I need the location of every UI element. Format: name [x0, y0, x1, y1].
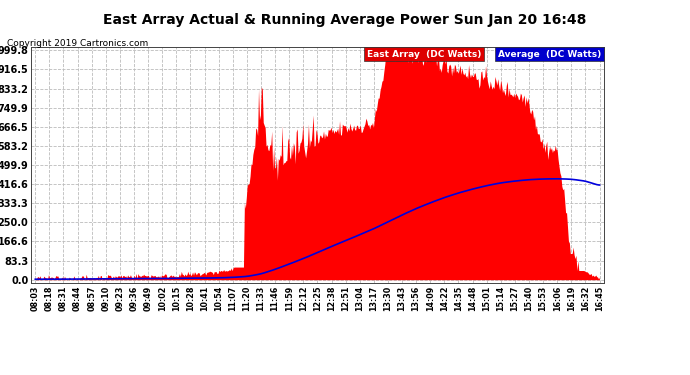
Text: Copyright 2019 Cartronics.com: Copyright 2019 Cartronics.com — [7, 39, 148, 48]
Text: East Array  (DC Watts): East Array (DC Watts) — [367, 50, 482, 58]
Text: Average  (DC Watts): Average (DC Watts) — [497, 50, 601, 58]
Text: East Array Actual & Running Average Power Sun Jan 20 16:48: East Array Actual & Running Average Powe… — [104, 13, 586, 27]
